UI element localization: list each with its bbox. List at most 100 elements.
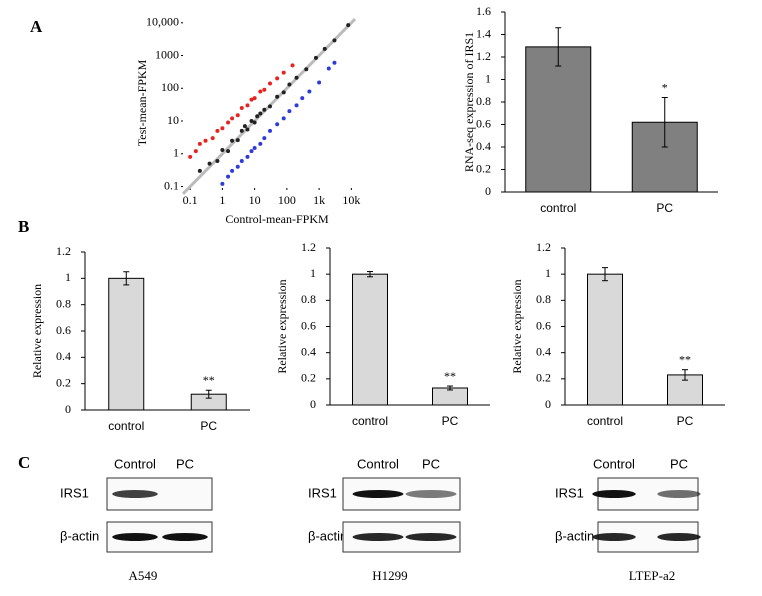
point [294, 75, 299, 80]
y-tick-label: 10,000 [146, 15, 179, 29]
y-tick-label: 0.4 [536, 344, 551, 358]
x-tick-label: 100 [278, 193, 296, 207]
blot-band [112, 533, 158, 541]
point [258, 111, 263, 116]
point [226, 149, 231, 154]
x-tick-label: 10k [342, 193, 360, 207]
x-tick-label: control [352, 414, 388, 428]
point [220, 181, 225, 186]
y-tick-label: 0.2 [536, 371, 551, 385]
point [313, 55, 318, 60]
blot-band [352, 490, 404, 498]
point [307, 89, 312, 94]
point [287, 82, 292, 87]
y-tick-label: 1.4 [476, 26, 491, 40]
point [317, 80, 322, 85]
y-tick-label: 0 [65, 402, 71, 416]
point [235, 113, 240, 118]
x-tick-label: PC [442, 414, 459, 428]
point [252, 120, 257, 125]
panel-label: B [18, 217, 29, 236]
row-label: IRS1 [60, 485, 89, 500]
y-tick-label: 0.2 [56, 375, 71, 389]
point [188, 154, 193, 159]
y-axis-label: Relative expression [275, 279, 289, 373]
y-axis-label: Relative expression [30, 284, 44, 378]
y-tick-label: 1 [545, 266, 551, 280]
point [281, 116, 286, 121]
y-tick-label: 0.8 [301, 292, 316, 306]
y-tick-label: 0.2 [476, 161, 491, 175]
point [220, 148, 225, 153]
cell-line-label: H1299 [372, 568, 407, 583]
panel-label: C [18, 453, 30, 472]
point [197, 168, 202, 173]
y-tick-label: 0.8 [56, 296, 71, 310]
x-tick-label: control [540, 201, 576, 215]
x-tick-label: PC [656, 201, 673, 215]
y-tick-label: 100 [161, 80, 179, 94]
point [235, 164, 240, 169]
point [239, 105, 244, 110]
cell-line-label: LTEP-a2 [629, 568, 675, 583]
point [226, 174, 231, 179]
point [197, 141, 202, 146]
bar [587, 273, 623, 406]
point [268, 128, 273, 133]
point [207, 161, 212, 166]
point [281, 70, 286, 75]
point [294, 103, 299, 108]
y-tick-label: 1 [485, 71, 491, 85]
point [235, 138, 240, 143]
y-tick-label: 10 [167, 113, 179, 127]
blot-band [592, 533, 636, 541]
point [226, 120, 231, 125]
point [220, 126, 225, 131]
y-tick-label: 0.6 [476, 116, 491, 130]
y-tick-label: 0.4 [301, 344, 316, 358]
point [304, 67, 309, 72]
point [255, 114, 260, 119]
point [230, 116, 235, 121]
row-label: β-actin [555, 528, 594, 543]
point [242, 124, 247, 129]
point [332, 38, 337, 43]
blot-band [657, 533, 701, 541]
blot-band [405, 490, 457, 498]
x-tick-label: PC [677, 414, 694, 428]
significance-mark: ** [203, 373, 215, 387]
point [281, 90, 286, 95]
significance-mark: ** [444, 369, 456, 383]
significance-mark: ** [679, 352, 691, 366]
blot-band [162, 533, 208, 541]
point [215, 159, 220, 164]
lane-label: PC [670, 456, 688, 471]
point [262, 136, 267, 141]
point [262, 87, 267, 92]
x-axis-label: Control-mean-FPKM [225, 212, 329, 226]
lane-label: Control [114, 456, 156, 471]
lane-label: Control [593, 456, 635, 471]
point [346, 23, 351, 28]
y-tick-label: 0.1 [164, 178, 179, 192]
row-label: IRS1 [555, 485, 584, 500]
blot-band [592, 490, 636, 498]
y-tick-label: 0 [485, 184, 491, 198]
point [252, 96, 257, 101]
point [300, 96, 305, 101]
y-axis-label: Relative expression [510, 279, 524, 373]
point [193, 149, 198, 154]
x-tick-label: control [587, 414, 623, 428]
y-tick-label: 1.2 [301, 240, 316, 254]
point [230, 168, 235, 173]
point [322, 46, 327, 51]
significance-mark: * [662, 80, 668, 94]
row-label: IRS1 [308, 485, 337, 500]
point [268, 81, 273, 86]
bar [432, 387, 468, 406]
point [239, 159, 244, 164]
y-axis-label: Test-mean-FPKM [135, 59, 149, 146]
blot-band [112, 490, 158, 498]
lane-label: Control [357, 456, 399, 471]
lane-label: PC [176, 456, 194, 471]
